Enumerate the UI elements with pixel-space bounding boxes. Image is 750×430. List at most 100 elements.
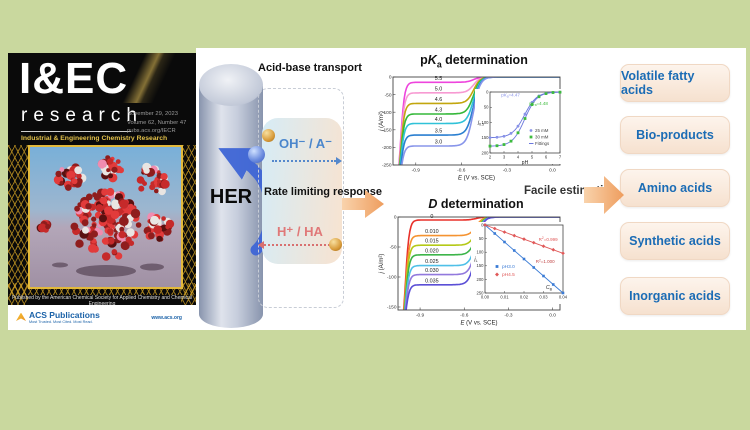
svg-text:CB: CB bbox=[546, 285, 553, 292]
svg-text:0.01: 0.01 bbox=[500, 295, 509, 300]
application-box-amino-acids: Amino acids bbox=[620, 169, 730, 207]
svg-text:j (A/m²): j (A/m²) bbox=[379, 254, 385, 275]
anion-sphere bbox=[248, 146, 265, 163]
her-label: HER bbox=[209, 186, 253, 208]
svg-text:2: 2 bbox=[489, 155, 492, 160]
svg-text:-0.6: -0.6 bbox=[460, 313, 469, 319]
issue-info: November 29, 2023 Volume 62, Number 47 p… bbox=[127, 110, 186, 136]
svg-text:R2=1.000: R2=1.000 bbox=[536, 258, 555, 264]
svg-text:0: 0 bbox=[394, 215, 397, 221]
svg-text:-250: -250 bbox=[382, 163, 392, 169]
svg-text:0.010: 0.010 bbox=[425, 229, 439, 235]
svg-text:-100: -100 bbox=[387, 275, 397, 281]
application-label: Inorganic acids bbox=[629, 289, 721, 303]
flow-arrow-icon bbox=[342, 190, 384, 218]
journal-cover: I&EC research Industrial & Engineering C… bbox=[8, 53, 196, 330]
svg-text:-0.3: -0.3 bbox=[504, 313, 513, 319]
svg-text:200: 200 bbox=[477, 277, 485, 282]
svg-text:5.0: 5.0 bbox=[435, 86, 443, 92]
svg-text:R2=0.999: R2=0.999 bbox=[539, 236, 558, 242]
svg-text:-150: -150 bbox=[387, 305, 397, 311]
transport-title: Acid-base transport bbox=[258, 62, 362, 74]
svg-text:-0.9: -0.9 bbox=[412, 168, 421, 174]
application-box-synthetic-acids: Synthetic acids bbox=[620, 222, 730, 260]
svg-text:30 mM: 30 mM bbox=[535, 135, 549, 140]
svg-text:100: 100 bbox=[477, 250, 485, 255]
proton-acid-label: H⁺ / HA bbox=[277, 224, 323, 239]
application-box-bio-products: Bio-products bbox=[620, 116, 730, 154]
svg-text:0.0: 0.0 bbox=[549, 313, 556, 319]
estimation-arrow-icon bbox=[584, 176, 624, 214]
svg-text:5: 5 bbox=[531, 155, 534, 160]
gradient-membrane bbox=[262, 118, 342, 264]
issue-url: pubs.acs.org/IECR bbox=[127, 128, 176, 134]
svg-text:3: 3 bbox=[503, 155, 506, 160]
electrode-cylinder bbox=[199, 86, 263, 328]
svg-text:0.025: 0.025 bbox=[425, 259, 439, 265]
svg-text:7: 7 bbox=[559, 155, 562, 160]
acid-molecule-sphere bbox=[262, 129, 275, 142]
svg-text:-0.6: -0.6 bbox=[457, 168, 466, 174]
d-chart-title: D determination bbox=[428, 197, 524, 211]
publisher-block: ACS Publications Most Trusted. Most Cite… bbox=[29, 310, 100, 325]
base-transport-arrow bbox=[272, 160, 336, 162]
svg-text:0.030: 0.030 bbox=[425, 268, 439, 274]
svg-text:200: 200 bbox=[482, 150, 490, 155]
masthead-divider bbox=[21, 131, 131, 132]
svg-text:-50: -50 bbox=[390, 245, 397, 251]
svg-text:E (V vs. SCE): E (V vs. SCE) bbox=[460, 321, 497, 327]
application-label: Bio-products bbox=[636, 128, 714, 142]
nanoparticle-art bbox=[30, 147, 181, 287]
svg-text:3.5: 3.5 bbox=[435, 129, 443, 135]
acid-molecule-sphere bbox=[329, 238, 342, 251]
svg-text:0.035: 0.035 bbox=[425, 278, 439, 284]
publisher-website: www.acs.org bbox=[151, 314, 182, 321]
svg-text:pH4.5: pH4.5 bbox=[502, 272, 515, 278]
acid-arrow-head-icon bbox=[258, 241, 264, 249]
svg-text:5.5: 5.5 bbox=[435, 76, 443, 82]
svg-text:3.0: 3.0 bbox=[435, 139, 443, 145]
svg-text:0.03: 0.03 bbox=[539, 295, 548, 300]
application-label: Volatile fatty acids bbox=[621, 69, 695, 97]
svg-text:100: 100 bbox=[482, 120, 490, 125]
svg-text:250: 250 bbox=[477, 290, 485, 295]
pka-chart-title: pKa determination bbox=[420, 53, 528, 70]
svg-text:0.015: 0.015 bbox=[425, 239, 439, 245]
svg-text:4.3: 4.3 bbox=[435, 107, 443, 113]
svg-text:0.02: 0.02 bbox=[520, 295, 529, 300]
d-chart: D determination 0 -50 -100 -150 -0.9 -0.6 -0.3… bbox=[378, 196, 574, 330]
application-box-volatile-fatty-acids: Volatile fatty acids bbox=[620, 64, 730, 102]
svg-text:25 mM: 25 mM bbox=[535, 128, 549, 133]
svg-text:0.020: 0.020 bbox=[425, 248, 439, 254]
svg-text:4.6: 4.6 bbox=[435, 97, 443, 103]
issue-date: November 29, 2023 bbox=[127, 111, 178, 117]
journal-masthead-sub: research bbox=[21, 105, 143, 126]
rate-limiting-label: Rate limiting response bbox=[264, 186, 382, 198]
hydroxide-anion-label: OH⁻ / A⁻ bbox=[279, 136, 332, 151]
d-chart-canvas: 0 -50 -100 -150 -0.9 -0.6 -0.3 0.0 E (V vs. SCE)… bbox=[379, 214, 568, 327]
svg-text:4.0: 4.0 bbox=[435, 117, 443, 123]
svg-text:50: 50 bbox=[484, 105, 489, 110]
svg-text:50: 50 bbox=[479, 236, 484, 241]
svg-text:-50: -50 bbox=[385, 92, 392, 98]
electrode-cylinder-top bbox=[199, 64, 263, 106]
application-box-inorganic-acids: Inorganic acids bbox=[620, 277, 730, 315]
svg-text:-0.3: -0.3 bbox=[503, 168, 512, 174]
base-arrow-head-icon bbox=[336, 157, 342, 165]
svg-text:150: 150 bbox=[482, 135, 490, 140]
svg-text:0: 0 bbox=[389, 75, 392, 81]
svg-text:pKa=4.48: pKa=4.48 bbox=[529, 101, 548, 107]
svg-text:150: 150 bbox=[477, 263, 485, 268]
publisher-name: ACS Publications bbox=[29, 310, 100, 320]
acid-transport-arrow bbox=[264, 244, 330, 246]
cover-light-flare bbox=[106, 53, 196, 103]
svg-text:4: 4 bbox=[517, 155, 520, 160]
svg-text:0: 0 bbox=[486, 89, 489, 94]
journal-masthead: I&EC bbox=[19, 54, 129, 103]
pka-chart: pKa determination 0 -50 -100 -150 -200 -250 -0… bbox=[378, 52, 570, 194]
svg-text:pH3.0: pH3.0 bbox=[502, 264, 515, 270]
svg-text:-100: -100 bbox=[382, 110, 392, 116]
publisher-bar: ACS Publications Most Trusted. Most Cite… bbox=[8, 305, 196, 330]
svg-text:pKa=4.47: pKa=4.47 bbox=[501, 92, 520, 98]
